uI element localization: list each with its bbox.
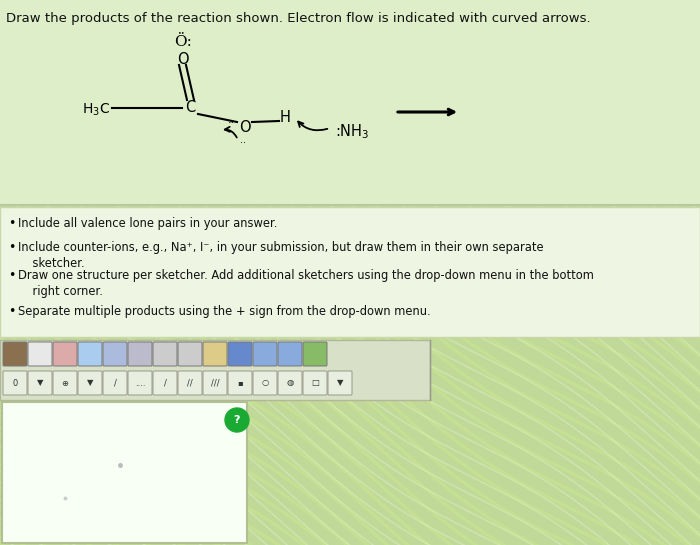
Text: ..: .. <box>240 135 246 145</box>
FancyBboxPatch shape <box>103 342 127 366</box>
FancyBboxPatch shape <box>153 371 177 395</box>
Text: ▼: ▼ <box>36 378 43 387</box>
Text: 0: 0 <box>13 378 18 387</box>
Text: Ö:: Ö: <box>174 35 192 49</box>
Text: ¨: ¨ <box>228 122 234 135</box>
FancyArrowPatch shape <box>225 127 237 137</box>
FancyBboxPatch shape <box>178 342 202 366</box>
FancyBboxPatch shape <box>28 342 52 366</box>
Text: /: / <box>164 378 167 387</box>
FancyBboxPatch shape <box>303 342 327 366</box>
FancyBboxPatch shape <box>253 342 277 366</box>
Text: •: • <box>8 305 15 318</box>
Text: •: • <box>8 217 15 230</box>
Text: :NH$_3$: :NH$_3$ <box>335 123 369 141</box>
Text: ....: .... <box>134 378 146 387</box>
Text: H$_3$C: H$_3$C <box>82 102 110 118</box>
Text: /: / <box>113 378 116 387</box>
Text: •: • <box>8 269 15 282</box>
Text: Draw one structure per sketcher. Add additional sketchers using the drop-down me: Draw one structure per sketcher. Add add… <box>18 269 594 282</box>
FancyBboxPatch shape <box>128 342 152 366</box>
FancyBboxPatch shape <box>203 371 227 395</box>
Text: ▼: ▼ <box>87 378 93 387</box>
FancyBboxPatch shape <box>3 371 27 395</box>
Text: ◍: ◍ <box>286 378 293 387</box>
FancyBboxPatch shape <box>278 342 302 366</box>
Text: ⊕: ⊕ <box>62 378 69 387</box>
FancyBboxPatch shape <box>303 371 327 395</box>
Circle shape <box>225 408 249 432</box>
FancyBboxPatch shape <box>103 371 127 395</box>
Text: right corner.: right corner. <box>18 285 103 298</box>
FancyBboxPatch shape <box>53 342 77 366</box>
Text: H: H <box>279 110 290 124</box>
FancyBboxPatch shape <box>228 342 252 366</box>
Bar <box>2 402 247 543</box>
FancyBboxPatch shape <box>153 342 177 366</box>
Bar <box>0 340 430 400</box>
Text: //: // <box>187 378 193 387</box>
Text: □: □ <box>311 378 319 387</box>
FancyBboxPatch shape <box>53 371 77 395</box>
FancyBboxPatch shape <box>228 371 252 395</box>
Bar <box>0 0 700 205</box>
FancyArrowPatch shape <box>298 122 328 130</box>
Text: ○: ○ <box>261 378 269 387</box>
FancyBboxPatch shape <box>203 342 227 366</box>
Text: •: • <box>8 241 15 254</box>
Text: sketcher.: sketcher. <box>18 257 85 270</box>
FancyBboxPatch shape <box>78 342 102 366</box>
Text: ?: ? <box>234 415 240 425</box>
Bar <box>0 207 700 337</box>
FancyBboxPatch shape <box>78 371 102 395</box>
FancyBboxPatch shape <box>253 371 277 395</box>
Text: O: O <box>177 52 189 68</box>
FancyBboxPatch shape <box>3 342 27 366</box>
FancyBboxPatch shape <box>328 371 352 395</box>
FancyBboxPatch shape <box>278 371 302 395</box>
Text: Include all valence lone pairs in your answer.: Include all valence lone pairs in your a… <box>18 217 277 230</box>
Text: ▼: ▼ <box>337 378 343 387</box>
Text: Separate multiple products using the + sign from the drop-down menu.: Separate multiple products using the + s… <box>18 305 430 318</box>
Text: ///: /// <box>211 378 219 387</box>
Text: Include counter-ions, e.g., Na⁺, I⁻, in your submission, but draw them in their : Include counter-ions, e.g., Na⁺, I⁻, in … <box>18 241 544 254</box>
FancyBboxPatch shape <box>128 371 152 395</box>
Text: C: C <box>185 100 195 116</box>
FancyBboxPatch shape <box>178 371 202 395</box>
Text: ▪: ▪ <box>237 378 243 387</box>
Text: O: O <box>239 119 251 135</box>
Text: Draw the products of the reaction shown. Electron flow is indicated with curved : Draw the products of the reaction shown.… <box>6 12 591 25</box>
FancyBboxPatch shape <box>28 371 52 395</box>
